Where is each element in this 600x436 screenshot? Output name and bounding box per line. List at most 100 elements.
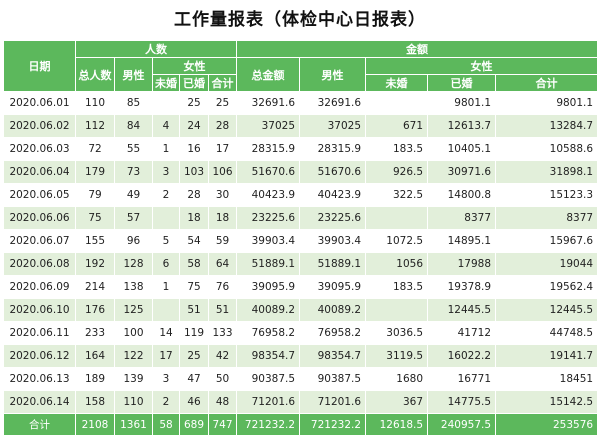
cell-male: 85 <box>114 91 153 115</box>
cell-date: 2020.06.08 <box>3 252 76 276</box>
header-amount-unmarried: 未婚 <box>365 74 429 92</box>
cell-female-subtotal: 106 <box>207 160 238 184</box>
cell-female-married: 18 <box>179 206 209 230</box>
cell-amount-subtotal: 19562.4 <box>495 275 599 299</box>
totals-female-married: 689 <box>179 413 209 436</box>
cell-amount-subtotal: 15142.5 <box>495 390 599 414</box>
header-female-subtotal: 合计 <box>207 74 238 92</box>
cell-total-people: 179 <box>75 160 115 184</box>
cell-total-people: 192 <box>75 252 115 276</box>
workload-report-table: 日期 人数 金额 总人数 男性 女性 总金额 男性 女性 未婚 已婚 合计 未婚… <box>3 40 599 436</box>
totals-male: 1361 <box>114 413 153 436</box>
totals-female-unmarried: 58 <box>152 413 180 436</box>
cell-amount-married: 16771 <box>427 367 497 391</box>
totals-amount-unmarried: 12618.5 <box>365 413 429 436</box>
cell-female-subtotal: 48 <box>207 390 238 414</box>
cell-female-married: 58 <box>179 252 209 276</box>
cell-female-married: 25 <box>179 91 209 115</box>
cell-amount-unmarried: 367 <box>365 390 429 414</box>
cell-female-married: 47 <box>179 367 209 391</box>
cell-female-unmarried: 17 <box>152 344 180 368</box>
cell-female-married: 46 <box>179 390 209 414</box>
cell-female-subtotal: 28 <box>207 114 238 138</box>
cell-female-subtotal: 18 <box>207 206 238 230</box>
cell-female-subtotal: 59 <box>207 229 238 253</box>
cell-female-subtotal: 133 <box>207 321 238 345</box>
cell-amount-male: 98354.7 <box>299 344 367 368</box>
cell-female-unmarried <box>152 298 180 322</box>
cell-female-subtotal: 50 <box>207 367 238 391</box>
cell-amount-unmarried: 3036.5 <box>365 321 429 345</box>
table-row: 2020.06.03 72 55 1 16 17 28315.9 28315.9 183.5 10… <box>3 137 599 161</box>
cell-female-unmarried <box>152 91 180 115</box>
table-body: 2020.06.01 110 85 25 25 32691.6 32691.6 9801.1 9… <box>3 91 599 436</box>
cell-amount-married: 14800.8 <box>427 183 497 207</box>
cell-amount-unmarried: 1072.5 <box>365 229 429 253</box>
cell-amount-total: 98354.7 <box>236 344 301 368</box>
cell-female-unmarried: 14 <box>152 321 180 345</box>
header-female: 女性 <box>151 57 238 75</box>
cell-amount-male: 39095.9 <box>299 275 367 299</box>
cell-amount-male: 51670.6 <box>299 160 367 184</box>
cell-female-unmarried <box>152 206 180 230</box>
cell-amount-total: 51670.6 <box>236 160 301 184</box>
cell-male: 84 <box>114 114 153 138</box>
cell-amount-total: 39903.4 <box>236 229 301 253</box>
cell-amount-unmarried <box>365 206 429 230</box>
cell-amount-male: 40089.2 <box>299 298 367 322</box>
cell-amount-total: 40423.9 <box>236 183 301 207</box>
cell-date: 2020.06.05 <box>3 183 76 207</box>
cell-female-unmarried: 1 <box>152 275 180 299</box>
totals-female-subtotal: 747 <box>207 413 238 436</box>
cell-date: 2020.06.12 <box>3 344 76 368</box>
cell-total-people: 155 <box>75 229 115 253</box>
cell-amount-total: 37025 <box>236 114 301 138</box>
cell-amount-total: 51889.1 <box>236 252 301 276</box>
cell-amount-unmarried <box>365 91 429 115</box>
cell-amount-subtotal: 13284.7 <box>495 114 599 138</box>
header-amount-married: 已婚 <box>427 74 497 92</box>
cell-date: 2020.06.01 <box>3 91 76 115</box>
cell-amount-male: 39903.4 <box>299 229 367 253</box>
cell-amount-male: 71201.6 <box>299 390 367 414</box>
totals-label: 合计 <box>3 413 76 436</box>
table-row: 2020.06.12 164 122 17 25 42 98354.7 98354.7 3119… <box>3 344 599 368</box>
cell-female-subtotal: 17 <box>207 137 238 161</box>
cell-female-unmarried: 4 <box>152 114 180 138</box>
header-female-unmarried: 未婚 <box>152 74 180 92</box>
cell-amount-married: 14775.5 <box>427 390 497 414</box>
cell-amount-unmarried: 183.5 <box>365 137 429 161</box>
cell-total-people: 72 <box>75 137 115 161</box>
totals-amount-male: 721232.2 <box>299 413 367 436</box>
cell-amount-married: 10405.1 <box>427 137 497 161</box>
header-people: 人数 <box>74 40 238 58</box>
cell-female-subtotal: 25 <box>207 91 238 115</box>
table-header: 日期 人数 金额 总人数 男性 女性 总金额 男性 女性 未婚 已婚 合计 未婚… <box>3 40 599 92</box>
cell-amount-married: 8377 <box>427 206 497 230</box>
totals-amount-subtotal: 253576 <box>495 413 599 436</box>
cell-total-people: 214 <box>75 275 115 299</box>
cell-male: 122 <box>114 344 153 368</box>
cell-male: 110 <box>114 390 153 414</box>
cell-amount-total: 28315.9 <box>236 137 301 161</box>
report-title: 工作量报表（体检中心日报表） <box>174 10 426 30</box>
cell-total-people: 75 <box>75 206 115 230</box>
cell-female-subtotal: 76 <box>207 275 238 299</box>
header-total-people: 总人数 <box>75 57 115 92</box>
cell-amount-subtotal: 44748.5 <box>495 321 599 345</box>
cell-female-subtotal: 64 <box>207 252 238 276</box>
totals-row: 合计 2108 1361 58 689 747 721232.2 721232.2 12618.… <box>3 413 599 436</box>
header-amount-male: 男性 <box>299 57 367 92</box>
cell-female-subtotal: 42 <box>207 344 238 368</box>
cell-total-people: 164 <box>75 344 115 368</box>
cell-amount-subtotal: 9801.1 <box>495 91 599 115</box>
header-amount: 金额 <box>236 40 599 58</box>
cell-date: 2020.06.13 <box>3 367 76 391</box>
cell-amount-total: 71201.6 <box>236 390 301 414</box>
cell-female-unmarried: 3 <box>152 367 180 391</box>
cell-amount-male: 28315.9 <box>299 137 367 161</box>
cell-female-subtotal: 30 <box>207 183 238 207</box>
cell-amount-total: 23225.6 <box>236 206 301 230</box>
cell-amount-male: 76958.2 <box>299 321 367 345</box>
cell-male: 49 <box>114 183 153 207</box>
